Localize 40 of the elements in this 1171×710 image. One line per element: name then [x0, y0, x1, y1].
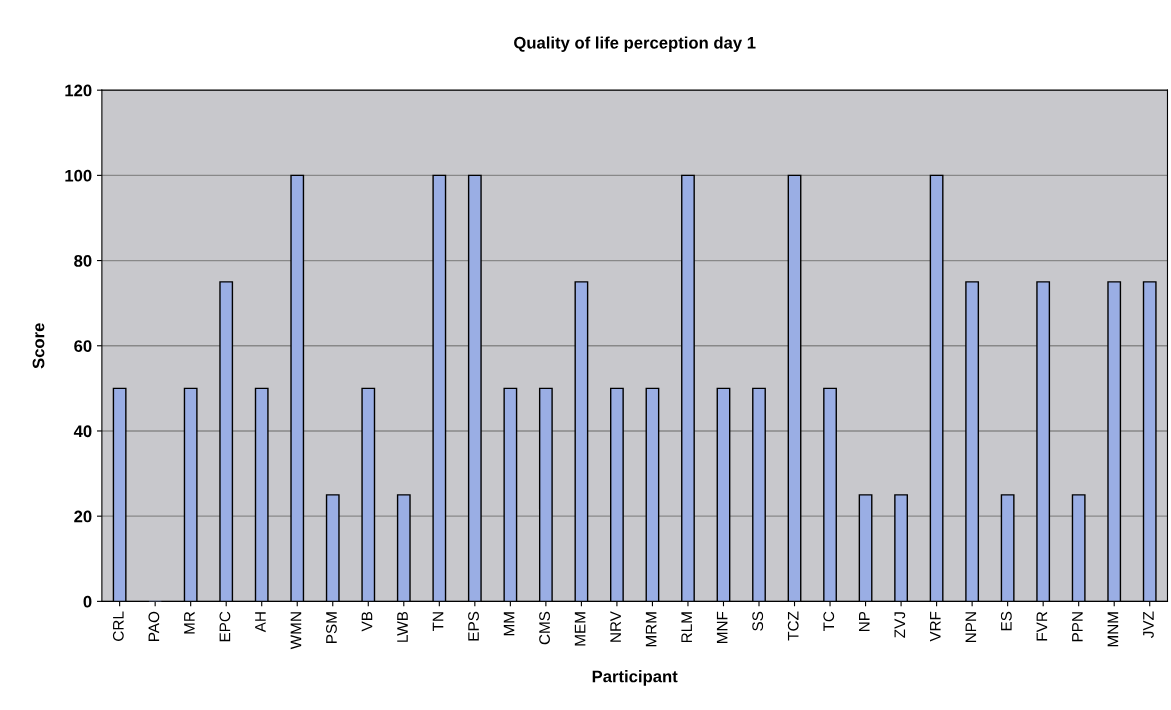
x-tick-label: MNF [716, 611, 728, 643]
y-tick-label: 20 [74, 510, 92, 523]
x-tick-label: NRV [610, 611, 621, 642]
x-tick-label: JVZ [1143, 611, 1154, 639]
x-tick-label: CRL [112, 611, 124, 641]
y-axis-title: Score [32, 323, 45, 369]
x-tick-label: AH [255, 612, 266, 633]
y-tick-label: 100 [65, 169, 92, 182]
x-tick-label: LWB [397, 611, 408, 642]
x-tick-label: EPS [468, 611, 479, 641]
y-tick-label: 0 [83, 595, 92, 608]
x-tick-label: MR [184, 611, 195, 634]
x-tick-label: MEM [574, 612, 586, 646]
y-tick-label: 60 [74, 340, 92, 352]
x-tick-label: TN [432, 612, 444, 632]
x-tick-label: SS [752, 611, 764, 631]
x-tick-label: NPN [965, 612, 977, 643]
x-tick-label: RLM [681, 612, 692, 643]
x-tick-label: VRF [930, 611, 941, 642]
x-tick-label: PPN [1072, 612, 1083, 642]
x-tick-label: PSM [326, 612, 337, 643]
x-axis-title: Participant [592, 670, 678, 686]
x-tick-label: ES [1000, 611, 1012, 631]
y-tick-label: 40 [73, 425, 92, 438]
chart-title: Quality of life perception day 1 [514, 36, 756, 52]
x-tick-label: FVR [1036, 611, 1048, 641]
x-tick-label: MRM [645, 612, 657, 647]
x-tick-label: CMS [539, 611, 550, 645]
x-tick-label: TC [823, 611, 835, 632]
x-tick-label: MNM [1107, 612, 1119, 647]
x-tick-label: ZVJ [894, 612, 906, 638]
y-tick-label: 80 [74, 254, 92, 267]
x-tick-label: MM [503, 612, 515, 636]
y-tick-label: 120 [65, 84, 92, 97]
x-tick-label: PAO [148, 611, 160, 641]
x-tick-label: WMN [290, 612, 302, 650]
x-tick-label: TCZ [787, 611, 799, 641]
x-tick-label: EPC [219, 611, 231, 642]
x-tick-label: VB [361, 611, 373, 632]
x-tick-label: NP [859, 611, 870, 632]
